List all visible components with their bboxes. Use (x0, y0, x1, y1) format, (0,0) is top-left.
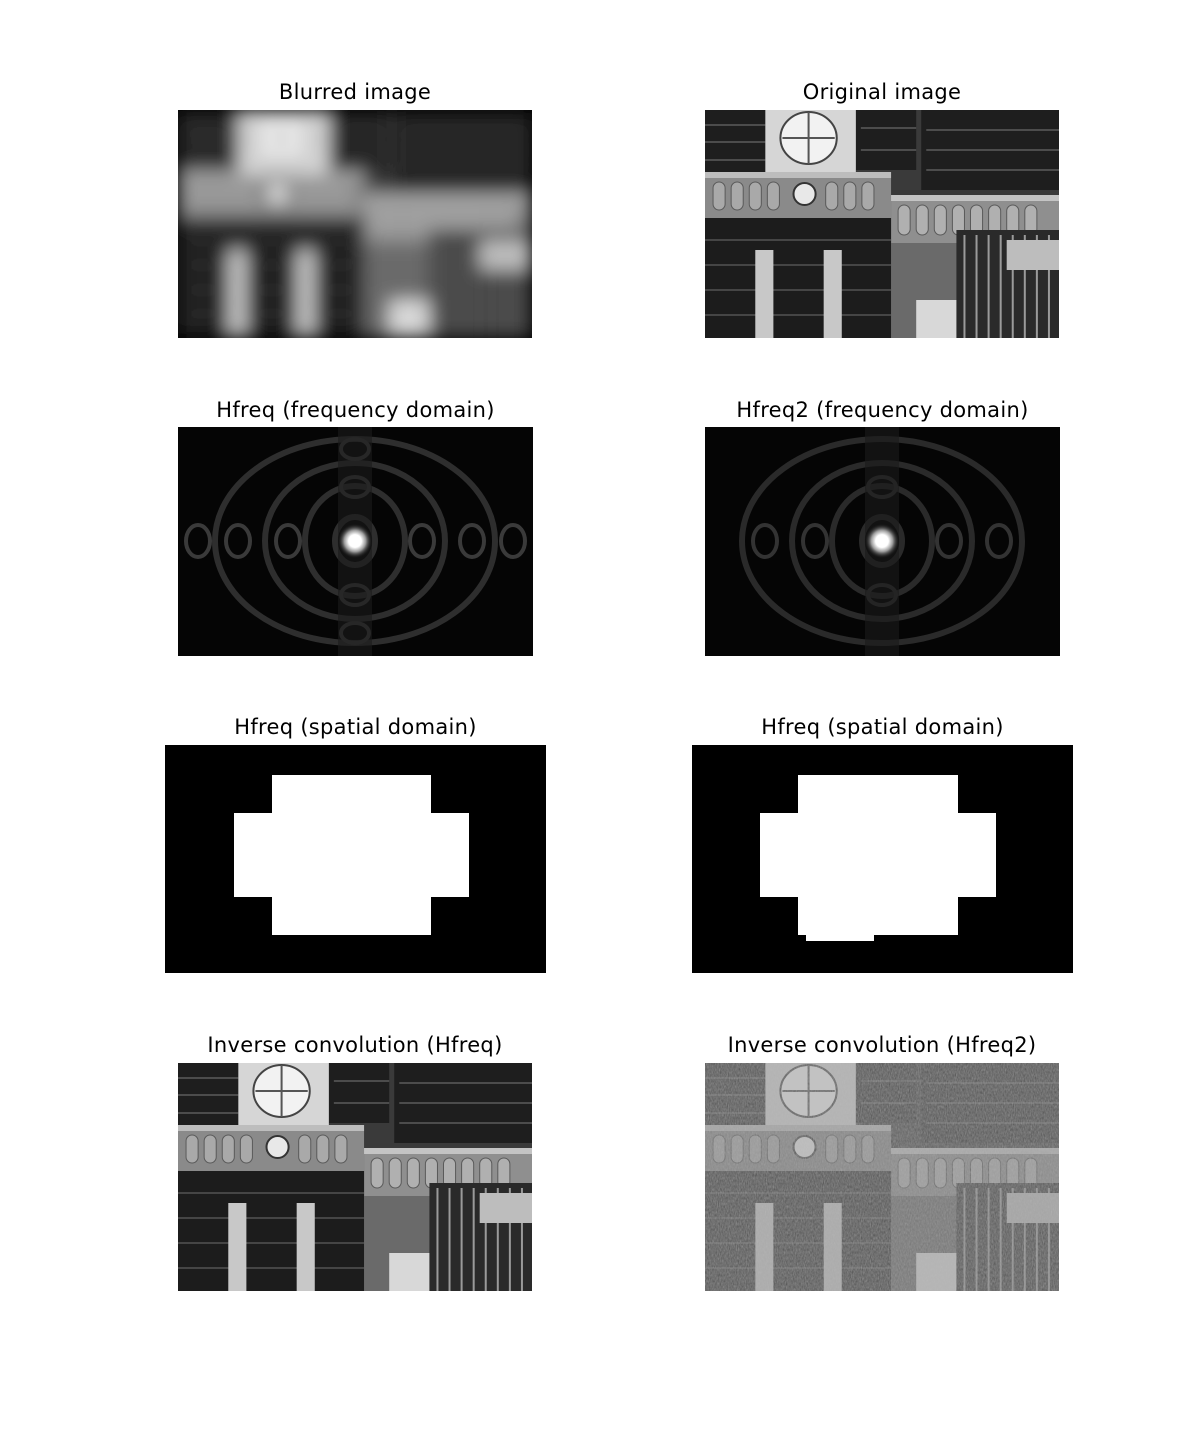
blurred-image (178, 110, 532, 338)
panel-title: Hfreq (spatial domain) (761, 715, 1004, 739)
hfreq2-frequency-image (705, 427, 1060, 656)
panel-hfreq-frequency: Hfreq (frequency domain) (178, 397, 533, 657)
original-image (705, 110, 1059, 338)
panel-hfreq2-spatial: Hfreq (spatial domain) (692, 714, 1073, 974)
panel-title: Inverse convolution (Hfreq2) (727, 1033, 1037, 1057)
panel-title: Original image (802, 80, 962, 104)
panel-title: Hfreq (frequency domain) (216, 398, 495, 422)
panel-title: Blurred image (278, 80, 432, 104)
panel-blurred-image: Blurred image (178, 79, 532, 339)
inverse-hfreq-image (178, 1063, 532, 1291)
panel-title: Hfreq2 (frequency domain) (736, 398, 1029, 422)
hfreq-frequency-image (178, 427, 533, 656)
panel-hfreq-spatial: Hfreq (spatial domain) (165, 714, 546, 974)
panel-title: Inverse convolution (Hfreq) (207, 1033, 503, 1057)
panel-inverse-hfreq2: Inverse convolution (Hfreq2) (705, 1032, 1059, 1292)
hfreq-spatial-image (165, 745, 546, 973)
panel-original-image: Original image (705, 79, 1059, 339)
inverse-hfreq2-image (705, 1063, 1059, 1291)
hfreq2-spatial-image (692, 745, 1073, 973)
panel-title: Hfreq (spatial domain) (234, 715, 477, 739)
panel-inverse-hfreq: Inverse convolution (Hfreq) (178, 1032, 532, 1292)
panel-hfreq2-frequency: Hfreq2 (frequency domain) (705, 397, 1060, 657)
